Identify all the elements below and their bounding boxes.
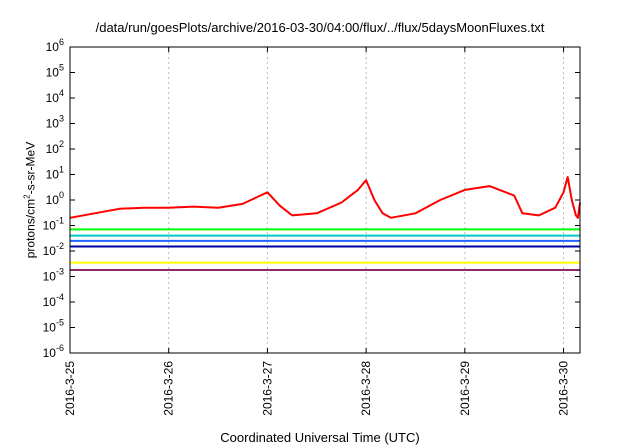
y-axis-label-sup: 2 (22, 194, 32, 199)
series-group (69, 176, 581, 271)
y-tick-label: 102 (46, 139, 64, 156)
x-tick-label: 2016-3-26 (162, 361, 176, 416)
y-tick-label: 10-2 (43, 241, 64, 258)
x-tick-label: 2016-3-29 (458, 361, 472, 416)
y-tick-label: 101 (46, 165, 64, 182)
x-tick-label: 2016-3-27 (260, 361, 274, 416)
plot-frame (69, 46, 581, 354)
y-tick-label: 10-3 (43, 267, 64, 284)
x-tick-label: 2016-3-28 (359, 361, 373, 416)
grid (168, 47, 565, 353)
y-tick-label: 105 (46, 63, 64, 80)
y-axis-label-main: protons/cm (23, 198, 38, 259)
y-axis-label-unit: -s-sr-MeV (23, 141, 38, 195)
y-tick-label: 10-5 (43, 318, 64, 335)
y-axis: 10-6 10-5 10-4 10-3 10-2 10-1 100 101 102 103 104 1… (43, 37, 580, 360)
chart-title: /data/run/goesPlots/archive/2016-03-30/0… (95, 20, 545, 35)
y-axis-label: protons/cm2-s-sr-MeV (23, 142, 38, 258)
y-tick-label: 106 (46, 37, 64, 54)
series-line-0 (69, 176, 581, 219)
y-tick-label: 103 (46, 114, 64, 131)
x-axis-label: Coordinated Universal Time (UTC) (220, 430, 420, 445)
y-tick-label: 104 (46, 88, 64, 105)
y-tick-label: 10-4 (43, 292, 64, 309)
y-tick-label: 10-1 (43, 216, 64, 233)
x-axis: 2016-3-25 2016-3-26 2016-3-27 2016-3-28 2016… (63, 47, 571, 416)
x-tick-label: 2016-3-25 (63, 361, 77, 416)
y-tick-label: 10-6 (43, 343, 64, 360)
y-tick-label: 100 (46, 190, 64, 207)
x-tick-label: 2016-3-30 (557, 361, 571, 416)
